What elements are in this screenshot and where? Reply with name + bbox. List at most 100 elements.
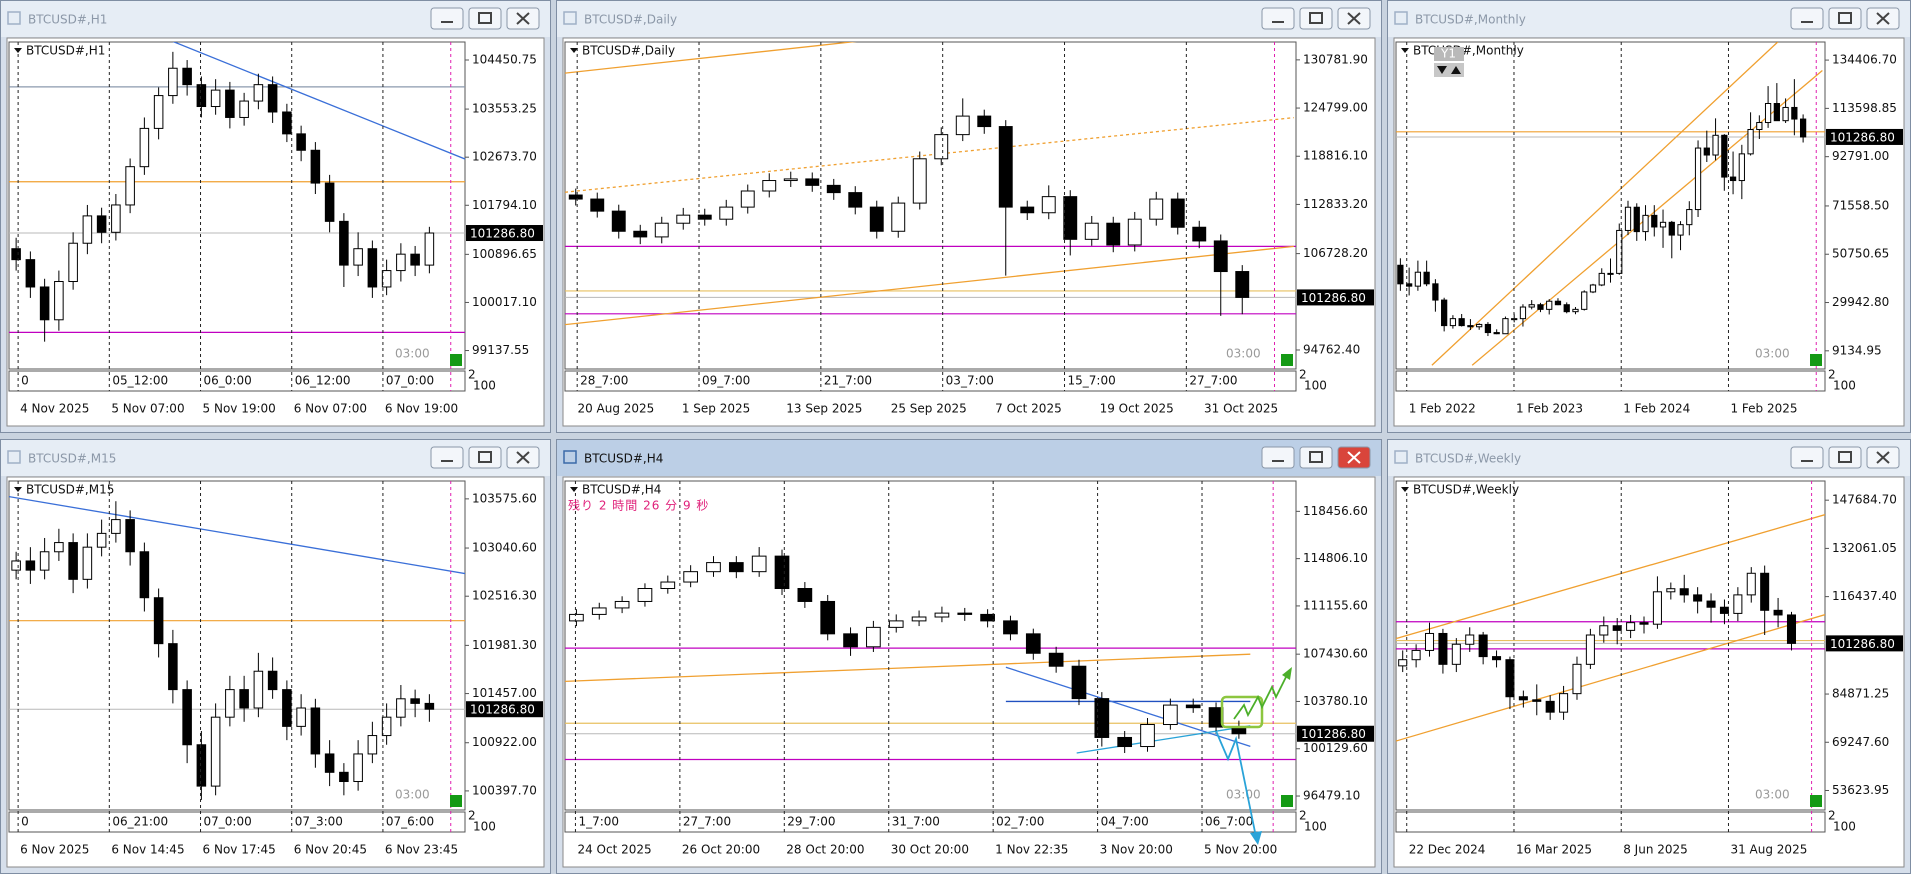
separator-label: 28_7:00: [580, 374, 628, 388]
current-price-label: 101286.80: [470, 703, 535, 717]
candle-body: [1733, 594, 1743, 614]
candle-body: [654, 222, 669, 238]
chart-menu-arrow: [1401, 487, 1409, 492]
y-tick-label: 118816.10: [1303, 149, 1368, 163]
candle-body: [339, 220, 349, 266]
candle-body: [1505, 659, 1515, 698]
maximize-button[interactable]: [1299, 7, 1333, 30]
candle-body: [139, 551, 150, 599]
sub-scale-top: 2: [1828, 368, 1836, 382]
indicator-strip: [564, 811, 1297, 833]
forecast-arrow-head: [1250, 831, 1262, 845]
candle-body: [1607, 272, 1614, 275]
candle-body: [1084, 222, 1099, 240]
y-tick-label: 103553.25: [472, 102, 537, 116]
minimize-button[interactable]: [1261, 446, 1295, 469]
candle-body: [267, 670, 278, 691]
window-icon: [7, 450, 21, 464]
date-label: 1 Feb 2022: [1409, 402, 1476, 416]
date-label: 5 Nov 07:00: [111, 402, 184, 416]
trend-line: [1396, 614, 1825, 742]
candle-body: [1652, 591, 1662, 625]
candle-body: [1782, 106, 1789, 122]
minimize-button[interactable]: [1790, 446, 1824, 469]
candle-body: [1706, 600, 1716, 608]
date-label: 26 Oct 20:00: [682, 843, 760, 857]
candle-body: [11, 248, 21, 261]
candle-body: [1451, 643, 1461, 665]
chart-menu-arrow: [14, 48, 22, 53]
candle-body: [683, 571, 698, 583]
chart-symbol-label: BTCUSD#,H4: [582, 483, 661, 497]
y-tick-label: 111155.60: [1303, 598, 1368, 612]
candle-body: [381, 716, 392, 737]
date-label: 16 Mar 2025: [1516, 843, 1592, 857]
candle-body: [1612, 625, 1622, 631]
candle-body: [96, 532, 107, 548]
candle-body: [1438, 632, 1448, 665]
candle-body: [410, 253, 420, 266]
candle-body: [1185, 704, 1201, 709]
y-tick-label: 132061.05: [1832, 541, 1897, 555]
candle-body: [410, 698, 420, 704]
candle-body: [111, 519, 121, 534]
candle-body: [1149, 198, 1164, 220]
candle-body: [125, 166, 135, 206]
minimize-button[interactable]: [1790, 7, 1824, 30]
candle-body: [39, 551, 50, 571]
y-tick-label: 94762.40: [1303, 342, 1360, 356]
chart-window: BTCUSD#,H1 0 05_12:00 06_0:00 06_12:00 07_0:0…: [0, 0, 551, 433]
plot-frame: [8, 41, 466, 370]
candle-body: [1414, 271, 1422, 287]
y-tick-label: 84871.25: [1832, 687, 1889, 701]
candle-body: [1406, 283, 1413, 287]
candle-body: [239, 689, 249, 709]
y-tick-label: 53623.95: [1832, 783, 1889, 797]
countdown: 03:00: [1226, 788, 1261, 802]
forecast-zigzag-head: [1282, 667, 1292, 680]
candle-body: [1519, 306, 1527, 320]
period-button[interactable]: [1434, 47, 1464, 61]
arrow-buttons[interactable]: [1434, 63, 1464, 77]
button-glyph: [1309, 12, 1323, 24]
separator-label: 05_12:00: [112, 374, 168, 388]
sub-scale-bottom: 100: [1304, 820, 1327, 834]
separator-label: 0: [21, 374, 29, 388]
period-button-label: Y1: [1440, 47, 1456, 61]
maximize-button[interactable]: [1828, 7, 1862, 30]
sub-scale-top: 2: [1299, 809, 1307, 823]
plot-frame: [1395, 41, 1826, 370]
minimize-button[interactable]: [430, 446, 464, 469]
y-tick-label: 102673.70: [472, 150, 537, 164]
candle-body: [1094, 698, 1110, 738]
maximize-button[interactable]: [468, 7, 502, 30]
minimize-button[interactable]: [430, 7, 464, 30]
candle-body: [1476, 323, 1483, 328]
separator-label: 06_12:00: [295, 374, 351, 388]
trade-indicator: [1281, 354, 1293, 366]
trade-indicator: [450, 354, 462, 366]
candle-body: [25, 560, 36, 571]
candle-body: [424, 702, 435, 710]
candle-body: [11, 560, 21, 571]
plot-layer: [1396, 514, 1825, 742]
candle-body: [955, 115, 970, 136]
maximize-button[interactable]: [468, 446, 502, 469]
candle-body: [282, 111, 292, 135]
candle-body: [239, 100, 249, 118]
minimize-button[interactable]: [1261, 7, 1295, 30]
date-label: 28 Oct 20:00: [786, 843, 864, 857]
forecast-zigzag: [1233, 676, 1287, 720]
trade-indicator: [1810, 795, 1822, 807]
y-tick-label: 101794.10: [472, 198, 537, 212]
candle-body: [1020, 206, 1035, 214]
candle-body: [637, 588, 653, 602]
date-label: 31 Aug 2025: [1730, 843, 1807, 857]
maximize-button[interactable]: [1828, 446, 1862, 469]
current-price-label: 101286.80: [1830, 637, 1895, 651]
date-label: 13 Sep 2025: [786, 402, 862, 416]
candle-body: [1484, 323, 1492, 334]
window-title: BTCUSD#,Daily: [584, 13, 677, 27]
candle-body: [1642, 214, 1649, 233]
maximize-button[interactable]: [1299, 446, 1333, 469]
